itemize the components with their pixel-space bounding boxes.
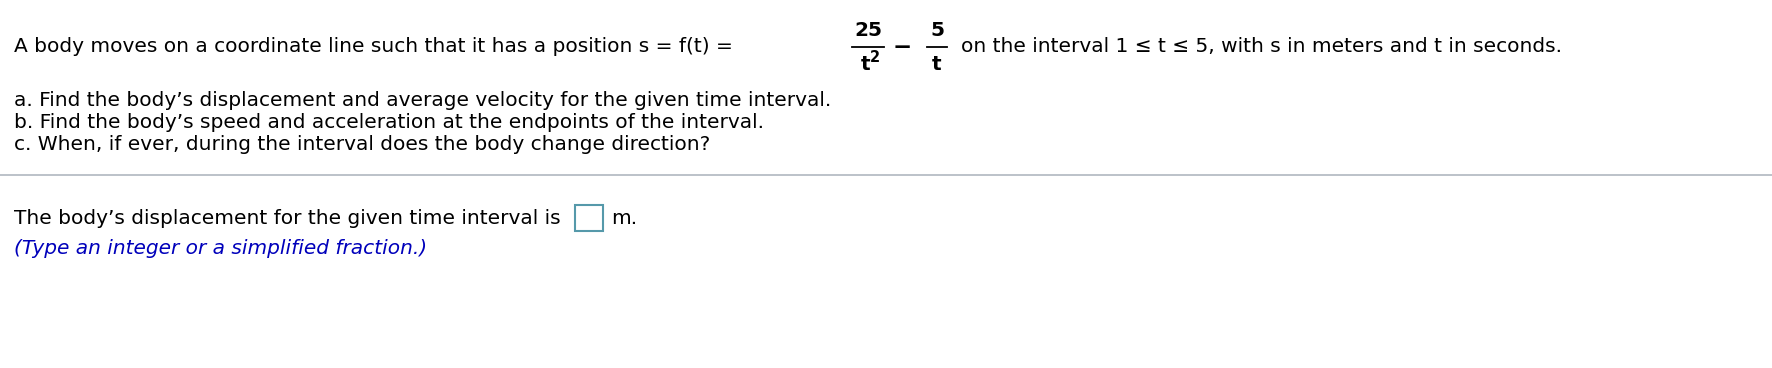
Text: 5: 5 <box>930 21 944 39</box>
Text: 2: 2 <box>870 50 881 64</box>
Text: A body moves on a coordinate line such that it has a position s = f(t) =: A body moves on a coordinate line such t… <box>14 38 734 57</box>
Text: on the interval 1 ≤ t ≤ 5, with s in meters and t in seconds.: on the interval 1 ≤ t ≤ 5, with s in met… <box>960 38 1561 57</box>
Text: t: t <box>932 54 941 74</box>
Text: b. Find the body’s speed and acceleration at the endpoints of the interval.: b. Find the body’s speed and acceleratio… <box>14 113 764 131</box>
Text: 25: 25 <box>854 21 882 39</box>
Text: a. Find the body’s displacement and average velocity for the given time interval: a. Find the body’s displacement and aver… <box>14 91 831 110</box>
Text: The body’s displacement for the given time interval is: The body’s displacement for the given ti… <box>14 209 560 227</box>
Text: t: t <box>861 54 870 74</box>
Text: c. When, if ever, during the interval does the body change direction?: c. When, if ever, during the interval do… <box>14 134 711 153</box>
Text: m.: m. <box>611 209 638 227</box>
Text: −: − <box>893 35 911 59</box>
Text: (Type an integer or a simplified fraction.): (Type an integer or a simplified fractio… <box>14 238 427 258</box>
FancyBboxPatch shape <box>574 205 602 231</box>
